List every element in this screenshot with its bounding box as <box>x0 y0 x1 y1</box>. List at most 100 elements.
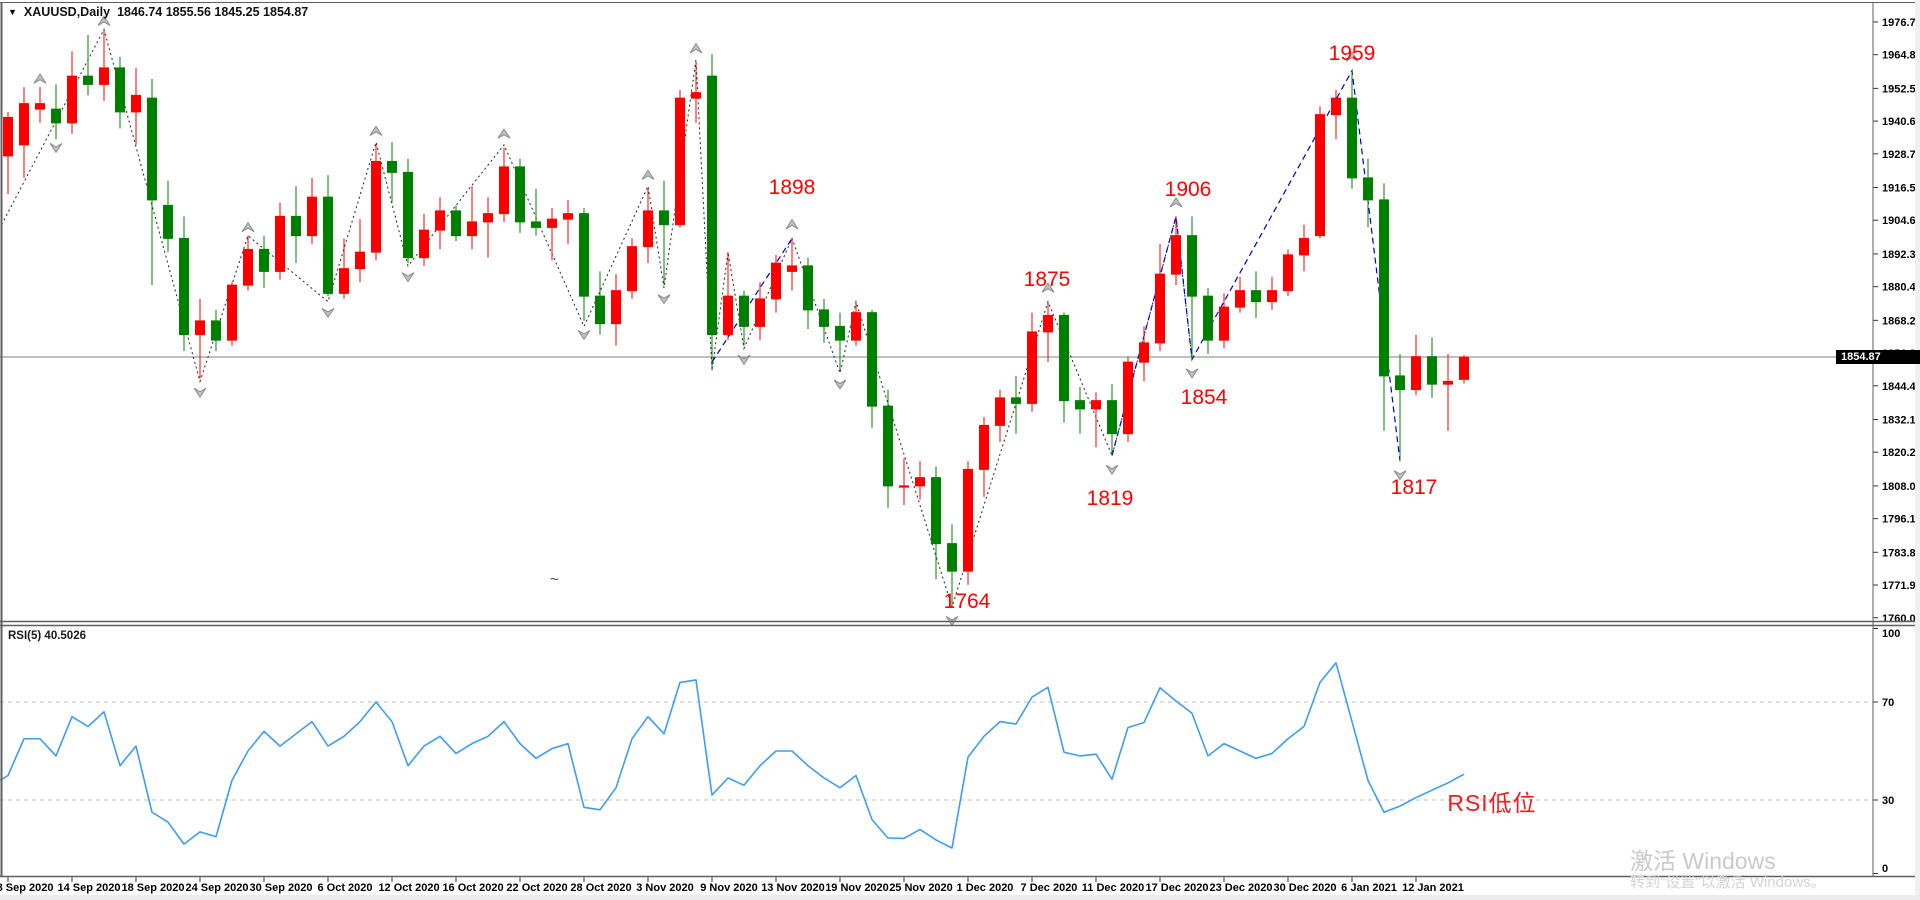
fractal-down-arrow-icon <box>193 387 207 399</box>
candle-body <box>1315 114 1325 237</box>
candle-body <box>1203 295 1213 341</box>
candle-body <box>659 210 669 226</box>
date-axis-label: 30 Sep 2020 <box>250 882 313 894</box>
candle-body <box>1347 97 1357 179</box>
fractal-down-arrow-icon <box>401 272 415 283</box>
rsi-indicator-label: RSI(5) 40.5026 <box>8 630 86 642</box>
fractal-down-arrow-icon <box>1105 464 1119 476</box>
date-axis-label: 8 Sep 2020 <box>0 882 53 894</box>
candle-body <box>931 477 941 545</box>
rsi-axis-label: 70 <box>1882 697 1894 709</box>
candle-body <box>627 246 637 292</box>
candle-body <box>499 166 509 215</box>
swing-price-label: 1906 <box>1165 178 1212 201</box>
date-axis-label: 19 Nov 2020 <box>825 882 889 894</box>
candle-body <box>1171 235 1181 275</box>
candle-body <box>547 218 557 228</box>
swing-price-label: 1819 <box>1087 487 1134 510</box>
price-axis-label: 1940.65 <box>1882 116 1920 128</box>
fractal-up-arrow-icon <box>641 169 655 180</box>
candle-body <box>947 543 957 572</box>
candle-body <box>483 213 493 223</box>
candle-body <box>227 284 237 341</box>
candle-body <box>1091 400 1101 410</box>
price-axis-label: 1880.45 <box>1882 282 1920 294</box>
candle-body <box>1395 375 1405 391</box>
candle-body <box>1443 380 1453 385</box>
candle-body <box>867 312 877 407</box>
date-axis-label: 23 Dec 2020 <box>1210 882 1273 894</box>
current-price-badge: 1854.87 <box>1836 350 1920 364</box>
price-axis-label: 1771.95 <box>1882 580 1920 592</box>
fractal-up-arrow-icon <box>33 73 47 84</box>
fractal-up-arrow-icon <box>97 15 111 26</box>
fractal-up-arrow-icon <box>1345 51 1359 62</box>
candle-body <box>835 325 845 341</box>
date-axis-label: 7 Dec 2020 <box>1021 882 1078 894</box>
candle-body <box>467 221 477 237</box>
tilde-object-mark: ~ <box>550 571 559 588</box>
price-axis-label: 1952.55 <box>1882 83 1920 95</box>
date-axis-label: 9 Nov 2020 <box>700 882 757 894</box>
candle-body <box>195 320 205 336</box>
candle-body <box>579 213 589 297</box>
price-axis-label: 1808.00 <box>1882 481 1920 493</box>
date-axis-label: 28 Oct 2020 <box>570 882 631 894</box>
rsi-line <box>0 661 1465 849</box>
candle-body <box>1059 314 1069 402</box>
fractal-down-arrow-icon <box>577 329 591 341</box>
date-axis-label: 12 Jan 2021 <box>1402 882 1464 894</box>
fractal-down-arrow-icon <box>321 307 335 319</box>
candle-body <box>771 262 781 300</box>
candle-body <box>1107 400 1117 435</box>
chart-title-bar: ▼ XAUUSD,Daily 1846.74 1855.56 1845.25 1… <box>8 5 308 19</box>
candle-body <box>1219 306 1229 341</box>
date-axis-label: 3 Nov 2020 <box>636 882 693 894</box>
swing-price-label: 1959 <box>1329 42 1376 65</box>
fractal-up-arrow-icon <box>1041 282 1055 293</box>
candle-body <box>19 103 29 146</box>
candle-body <box>883 405 893 487</box>
candle-body <box>211 320 221 341</box>
candle-body <box>163 204 173 239</box>
candle-body <box>787 265 797 272</box>
swing-price-label: 1854 <box>1181 386 1228 409</box>
candle-body <box>1363 177 1373 201</box>
date-axis-label: 18 Sep 2020 <box>122 882 185 894</box>
date-axis-label: 17 Dec 2020 <box>1146 882 1209 894</box>
price-axis-label: 1796.10 <box>1882 514 1920 526</box>
candle-body <box>1427 356 1437 385</box>
swing-price-label: 1764 <box>944 590 991 613</box>
candle-body <box>1187 235 1197 297</box>
candle-body <box>115 67 125 113</box>
candle-body <box>595 295 605 325</box>
fractal-up-arrow-icon <box>1169 196 1183 208</box>
candle-body <box>1251 290 1261 303</box>
price-axis-label: 1964.80 <box>1882 50 1920 62</box>
candle-body <box>131 94 141 113</box>
candle-body <box>307 196 317 237</box>
candle-body <box>819 309 829 327</box>
candle-body <box>1379 199 1389 377</box>
collapse-triangle-icon[interactable]: ▼ <box>8 7 17 17</box>
date-axis-label: 6 Oct 2020 <box>317 882 372 894</box>
candle-body <box>1123 361 1133 435</box>
candle-body <box>451 210 461 237</box>
candle-body <box>1139 342 1149 363</box>
price-axis-label: 1892.35 <box>1882 249 1920 261</box>
fractal-down-arrow-icon <box>657 294 671 305</box>
fractal-up-arrow-icon <box>689 42 703 54</box>
candle-body <box>83 75 93 85</box>
candle-body <box>611 290 621 325</box>
date-axis-label: 22 Oct 2020 <box>506 882 567 894</box>
candle-body <box>35 103 45 110</box>
candle-body <box>3 116 13 157</box>
candle-body <box>403 171 413 259</box>
date-axis-label: 6 Jan 2021 <box>1341 882 1397 894</box>
candle-body <box>1411 356 1421 391</box>
candle-body <box>1011 397 1021 404</box>
date-axis-label: 12 Oct 2020 <box>378 882 439 894</box>
date-axis-label: 1 Dec 2020 <box>957 882 1014 894</box>
windows-activation-hint: 转到"设置"以激活 Windows。 <box>1630 874 1826 891</box>
